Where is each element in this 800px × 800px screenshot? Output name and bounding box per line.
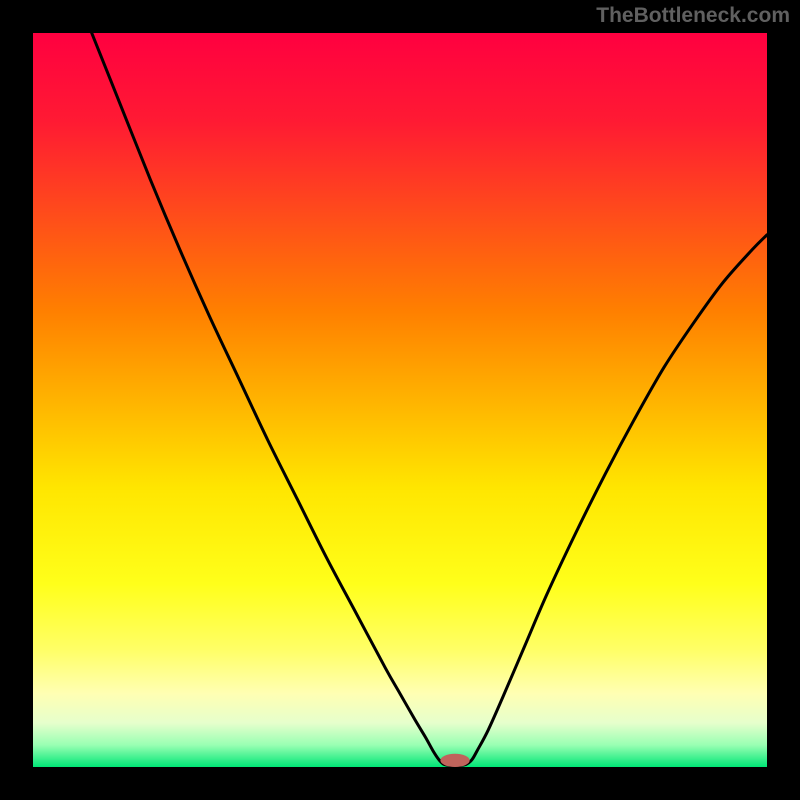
gradient-background bbox=[33, 33, 767, 767]
chart-container: TheBottleneck.com bbox=[0, 0, 800, 800]
bottleneck-curve-chart bbox=[33, 33, 767, 767]
plot-area bbox=[33, 33, 767, 767]
optimal-point-marker bbox=[440, 754, 469, 767]
attribution-label: TheBottleneck.com bbox=[596, 4, 790, 28]
